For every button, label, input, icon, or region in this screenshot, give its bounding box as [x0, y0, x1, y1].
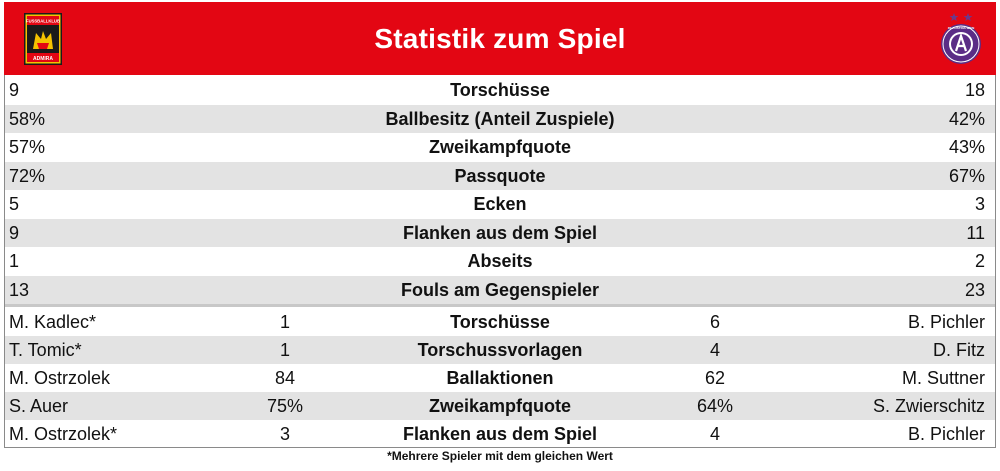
stat-label: Ballbesitz (Anteil Zuspiele)	[385, 108, 615, 129]
home-value: 9	[9, 80, 20, 100]
stat-label: Zweikampfquote	[428, 137, 571, 157]
team-stat-row: 58% Ballbesitz (Anteil Zuspiele) 42%	[5, 104, 995, 133]
home-value: 13	[9, 279, 30, 300]
home-logo-text-bottom: ADMIRA	[33, 56, 53, 62]
away-value: 2	[974, 251, 985, 271]
stat-label: Flanken aus dem Spiel	[402, 222, 598, 243]
section-divider	[5, 304, 995, 307]
home-player-name: M. Kadlec*	[9, 312, 97, 332]
home-value: 72%	[9, 165, 46, 186]
away-value: 11	[966, 222, 985, 243]
home-player-value: 75%	[266, 396, 304, 416]
away-value: 18	[964, 80, 985, 100]
away-player-value: 62	[704, 368, 726, 388]
stat-label: Zweikampfquote	[428, 396, 571, 416]
stat-label: Passquote	[454, 165, 546, 186]
player-stat-row: M. Ostrzolek 84 Ballaktionen 62 M. Suttn…	[5, 364, 995, 392]
away-player-value: 64%	[696, 396, 734, 416]
home-value: 57%	[9, 137, 46, 157]
stat-label: Torschussvorlagen	[417, 340, 583, 360]
away-value: 23	[964, 279, 985, 300]
away-player-name: M. Suttner	[901, 368, 985, 388]
home-player-name: T. Tomic*	[9, 340, 82, 360]
home-player-value: 1	[279, 340, 290, 360]
home-value: 5	[9, 194, 20, 214]
team-stat-row: 13 Fouls am Gegenspieler 23	[5, 275, 995, 304]
team-stat-row: 57% Zweikampfquote 43%	[5, 133, 995, 162]
team-stat-row: 1 Abseits 2	[5, 247, 995, 276]
austria-wien-crest-icon: FK AUSTRIA WIEN	[941, 13, 981, 64]
stat-label: Abseits	[467, 251, 533, 271]
away-player-value: 6	[709, 312, 720, 332]
away-player-name: D. Fitz	[933, 340, 985, 360]
team-stat-row: 9 Flanken aus dem Spiel 11	[5, 218, 995, 247]
player-stat-row: M. Kadlec* 1 Torschüsse 6 B. Pichler	[5, 308, 995, 336]
away-player-name: B. Pichler	[907, 424, 985, 444]
header-bar: FUSSBALLKLUB ADMIRA Statistik zum Spiel …	[4, 2, 996, 75]
team-stat-row: 72% Passquote 67%	[5, 161, 995, 190]
team-stat-row: 5 Ecken 3	[5, 190, 995, 219]
away-player-name: S. Zwierschitz	[872, 396, 985, 416]
home-player-value: 84	[274, 368, 296, 388]
admira-crest-icon: FUSSBALLKLUB ADMIRA	[24, 13, 62, 65]
away-value: 3	[974, 194, 985, 214]
away-value: 42%	[948, 108, 985, 129]
home-logo-text-top: FUSSBALLKLUB	[26, 19, 60, 24]
home-player-name: M. Ostrzolek*	[9, 424, 118, 444]
away-value: 43%	[948, 137, 985, 157]
team-stat-row: 9 Torschüsse 18	[5, 76, 995, 105]
stat-label: Torschüsse	[450, 80, 550, 100]
away-player-value: 4	[709, 340, 720, 360]
home-value: 9	[9, 222, 20, 243]
home-player-value: 3	[279, 424, 290, 444]
home-value: 1	[9, 251, 20, 271]
page-title: Statistik zum Spiel	[374, 23, 626, 54]
stat-label: Fouls am Gegenspieler	[400, 279, 600, 300]
stat-label: Ecken	[473, 194, 527, 214]
stat-label: Flanken aus dem Spiel	[402, 424, 598, 444]
away-player-value: 4	[709, 424, 720, 444]
team-stats-table: 9 Torschüsse 18 58% Ballbesitz (Anteil Z…	[5, 76, 995, 304]
stat-label: Torschüsse	[450, 312, 550, 332]
home-player-name: S. Auer	[9, 396, 69, 416]
player-stat-row: T. Tomic* 1 Torschussvorlagen 4 D. Fitz	[5, 336, 995, 364]
player-stat-row: M. Ostrzolek* 3 Flanken aus dem Spiel 4 …	[5, 420, 995, 448]
player-stat-row: S. Auer 75% Zweikampfquote 64% S. Zwiers…	[5, 392, 995, 420]
player-stats-table: M. Kadlec* 1 Torschüsse 6 B. Pichler T. …	[5, 308, 995, 448]
footnote: *Mehrere Spieler mit dem gleichen Wert	[387, 449, 613, 463]
away-player-name: B. Pichler	[907, 312, 985, 332]
away-logo-text: FK AUSTRIA WIEN	[948, 26, 975, 30]
home-player-value: 1	[279, 312, 290, 332]
stat-label: Ballaktionen	[446, 368, 554, 388]
home-value: 58%	[9, 108, 46, 129]
away-value: 67%	[948, 165, 985, 186]
home-player-name: M. Ostrzolek	[9, 368, 111, 388]
